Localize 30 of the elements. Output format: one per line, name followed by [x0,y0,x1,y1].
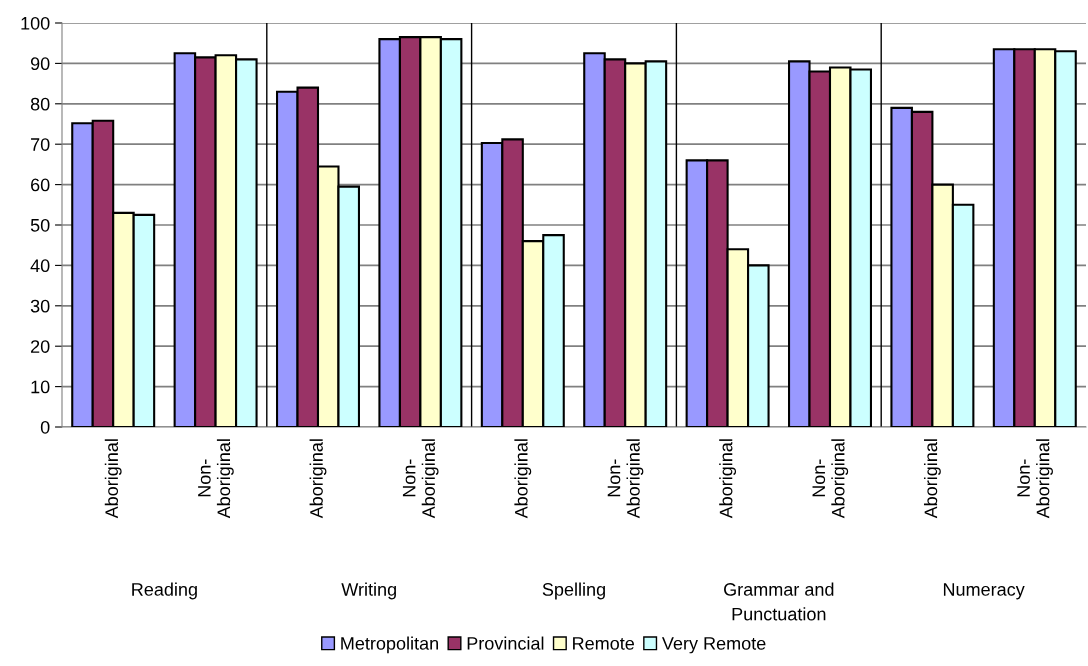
x-tick-label: Non- Aboriginal [402,439,439,519]
y-tick-label: 70 [31,138,50,151]
x-tick-label: Non- Aboriginal [812,439,849,519]
text: Numeracy [943,583,1025,600]
y-tick-label: 90 [30,57,50,71]
y-tick-label: 20 [31,340,50,353]
y-tick-label: 10 [31,380,50,394]
text: Grammar and Punctuation [724,582,834,621]
x-tick-label: Non- Aboriginal [1017,439,1053,519]
legend-label: Remote [573,637,635,650]
x-tick-label: Aboriginal [309,439,327,519]
text: Spelling [542,582,605,600]
x-tick-label: Aboriginal [719,439,737,519]
x-tick-label: Aboriginal [514,439,532,519]
x-tick-label: Non- Aboriginal [607,439,644,519]
legend-label: Very Remote [661,637,766,654]
y-tick-label: 60 [31,178,50,192]
legend-label: Metropolitan [341,636,438,654]
x-tick-label: Aboriginal [104,439,122,519]
y-tick-label: 30 [30,299,50,313]
y-tick-label: 80 [30,97,50,111]
text: Reading [132,582,197,600]
y-tick-label: 0 [40,420,50,434]
y-tick-label: 100 [21,16,50,30]
y-tick-label: 50 [30,218,50,232]
x-tick-label: Non- Aboriginal [198,439,234,519]
text: Writing [341,582,396,600]
legend-label: Provincial [467,636,544,650]
y-tick-label: 40 [30,259,50,273]
x-tick-label: Aboriginal [923,439,941,519]
